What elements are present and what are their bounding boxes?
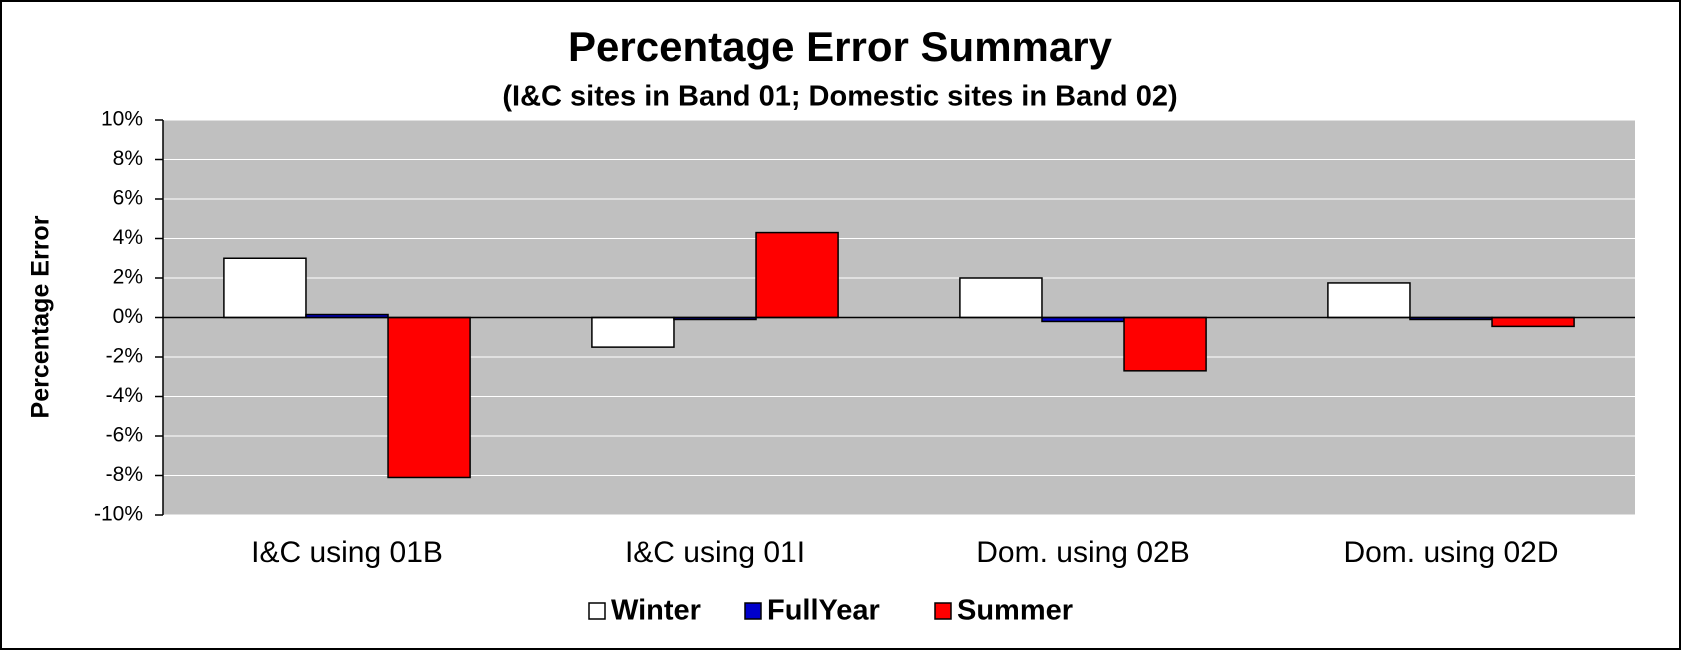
y-tick-label: 8% — [113, 147, 143, 170]
bar — [755, 231, 839, 319]
bar — [959, 277, 1043, 319]
x-tick-label: I&C using 01B — [251, 536, 443, 569]
y-tick-label: 2% — [113, 266, 143, 289]
legend-swatch — [588, 602, 606, 620]
y-tick-label: 6% — [113, 187, 143, 210]
legend-label: Winter — [611, 595, 701, 627]
legend-swatch — [744, 602, 762, 620]
y-tick-label: -8% — [106, 463, 143, 486]
legend-label: FullYear — [767, 595, 880, 627]
x-tick-label: Dom. using 02B — [976, 536, 1189, 569]
x-tick-label: Dom. using 02D — [1343, 536, 1558, 569]
y-tick-label: -2% — [106, 345, 143, 368]
bar — [1123, 316, 1207, 372]
y-tick-label: 10% — [101, 108, 143, 131]
legend-label: Summer — [957, 595, 1073, 627]
bar — [1491, 316, 1575, 328]
y-axis-label: Percentage Error — [27, 215, 55, 418]
chart-title: Percentage Error Summary — [568, 23, 1113, 70]
bar — [591, 316, 675, 348]
y-tick-label: -10% — [94, 503, 143, 526]
bar — [223, 257, 307, 319]
legend-swatch — [934, 602, 952, 620]
x-tick-label: I&C using 01I — [625, 536, 805, 569]
y-tick-label: -6% — [106, 424, 143, 447]
y-tick-label: 4% — [113, 226, 143, 249]
bar — [1327, 282, 1411, 319]
y-tick-label: -4% — [106, 384, 143, 407]
y-tick-label: 0% — [113, 305, 143, 328]
chart-subtitle: (I&C sites in Band 01; Domestic sites in… — [502, 81, 1177, 113]
bar — [387, 316, 471, 479]
